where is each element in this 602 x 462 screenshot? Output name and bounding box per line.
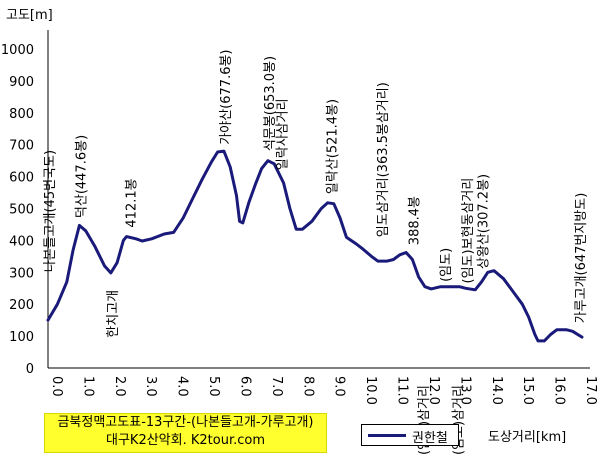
caption-line-2: 대구K2산악회. K2tour.com [106,433,265,448]
y-tick-label: 900 [9,75,34,90]
y-tick-label: 700 [9,139,34,154]
legend-swatch [368,434,406,437]
x-tick-label: 3.0 [143,376,158,397]
x-axis-title: 도상거리[km] [488,430,567,445]
annotation-label: 나본들고개(45번국도) [43,150,58,272]
y-tick-label: 400 [9,234,34,249]
x-tick-label: 12.0 [426,376,441,405]
annotation-label: 가야산(677.6봉) [219,49,234,144]
annotation-label: 388.4봉 [407,196,422,245]
x-tick-label: 5.0 [206,376,221,397]
y-tick-label: 300 [9,266,34,281]
x-tick-label: 6.0 [237,376,252,397]
chart-caption-box: 금북정맥고도표-13구간-(나본들고개-가루고개) 대구K2산악회. K2tou… [44,413,327,453]
x-tick-label: 8.0 [300,376,315,397]
x-tick-label: 17.0 [583,376,598,405]
annotation-label: 석문봉(653.0봉) [263,56,278,151]
y-tick-label: 0 [26,362,34,377]
plot-frame [47,30,590,369]
x-tick-label: 4.0 [175,376,190,397]
x-tick-label: 2.0 [112,376,127,397]
annotation-label: 가루고개(647번지방도) [574,193,589,324]
annotation-label: 한치고개 [106,290,121,338]
legend-label: 권한철 [412,431,448,446]
x-tick-label: 14.0 [489,376,504,405]
legend: 권한철 [361,424,459,446]
y-tick-label: 1000 [1,43,34,58]
annotation-label: 412.1봉 [125,178,140,227]
x-tick-label: 10.0 [363,376,378,405]
y-tick-label: 200 [9,298,34,313]
annotation-label: 일락사삼거리 [275,98,290,170]
y-tick-label: 800 [9,107,34,122]
x-tick-label: 1.0 [80,376,95,397]
x-tick-label: 9.0 [332,376,347,397]
x-tick-label: 16.0 [552,376,567,405]
x-tick-label: 15.0 [520,376,535,405]
annotation-label: 상왕산(307.2봉) [477,174,492,269]
annotation-label: 임도삼거리(363.5봉삼거리) [376,82,391,237]
x-axis-ticks: 0.0 1.0 2.0 3.0 4.0 5.0 6.0 7.0 8.0 9.0 10.0 11.0 12… [49,376,598,405]
x-tick-label: 7.0 [269,376,284,397]
y-tick-label: 600 [9,171,34,186]
annotation-label: (임도) [439,248,454,282]
annotation-label: (임도)보현동삼거리 [461,178,476,284]
x-tick-label: 13.0 [457,376,472,405]
caption-line-1: 금북정맥고도표-13구간-(나본들고개-가루고개) [57,415,314,430]
y-tick-label: 500 [9,203,34,218]
annotation-label: 덕산(447.6봉) [74,135,89,218]
series-line [46,149,584,343]
x-tick-label: 11.0 [395,376,410,405]
series-group [46,149,584,343]
annotation-label: 일락산(521.4봉) [326,99,341,194]
y-tick-label: 100 [9,330,34,345]
x-tick-label: 0.0 [49,376,64,397]
y-axis-title: 고도[m] [6,8,53,23]
